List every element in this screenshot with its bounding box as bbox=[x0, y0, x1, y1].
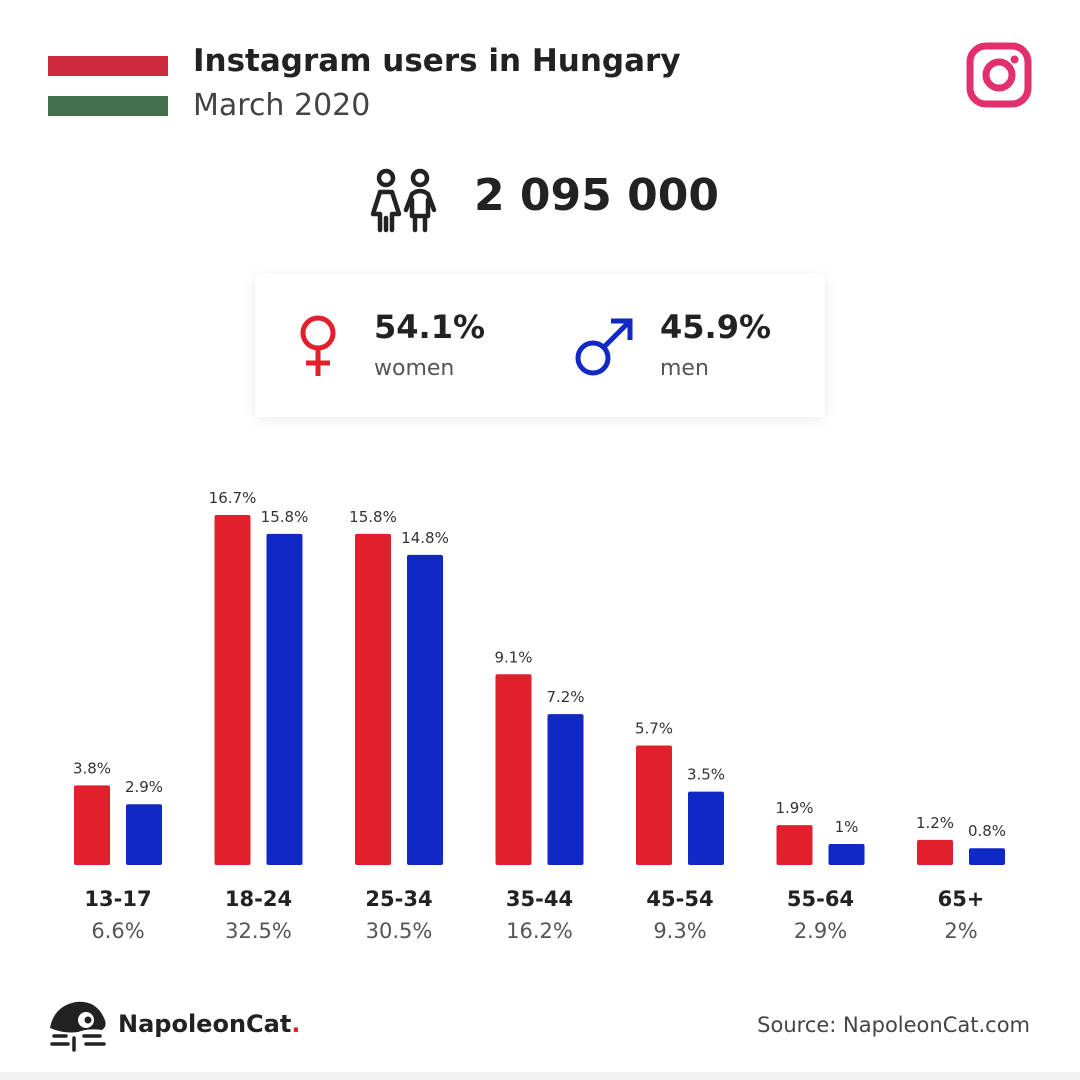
age-group-total: 16.2% bbox=[506, 919, 573, 943]
flag-stripe-red bbox=[48, 56, 168, 76]
bar-value-label: 3.8% bbox=[73, 759, 111, 777]
age-group-label: 25-34 bbox=[365, 887, 432, 911]
bar-18-24-series-1 bbox=[266, 533, 303, 865]
men-percent: 45.9% bbox=[660, 308, 772, 346]
bar-35-44-series-0 bbox=[495, 674, 532, 865]
brand-dot: . bbox=[291, 1010, 301, 1038]
bar-13-17-series-1 bbox=[126, 804, 162, 865]
bar-value-label: 1% bbox=[835, 818, 859, 836]
male-symbol-icon bbox=[575, 318, 633, 376]
bar-13-17-series-0 bbox=[74, 785, 110, 865]
total-users-value: 2 095 000 bbox=[474, 170, 719, 221]
age-group-total: 2.9% bbox=[794, 919, 847, 943]
bar-18-24-series-0 bbox=[214, 515, 251, 865]
source-text: Source: NapoleonCat.com bbox=[757, 1013, 1030, 1037]
age-group-label: 65+ bbox=[938, 887, 985, 911]
bar-45-54-series-0 bbox=[636, 745, 672, 865]
bar-25-34-series-0 bbox=[355, 533, 391, 865]
women-label: women bbox=[374, 356, 455, 381]
bar-value-label: 0.8% bbox=[968, 822, 1006, 840]
age-group-label: 55-64 bbox=[787, 887, 854, 911]
bar-25-34-series-1 bbox=[407, 554, 443, 865]
female-symbol-icon bbox=[300, 315, 336, 376]
bar-value-label: 3.5% bbox=[687, 766, 725, 784]
bar-value-label: 2.9% bbox=[125, 778, 163, 796]
women-percent: 54.1% bbox=[374, 308, 486, 346]
age-group-label: 18-24 bbox=[225, 887, 292, 911]
users-icon bbox=[370, 168, 437, 233]
age-group-label: 35-44 bbox=[506, 887, 573, 911]
age-group-total: 30.5% bbox=[366, 919, 433, 943]
brand-name: NapoleonCat. bbox=[118, 1010, 300, 1038]
bar-value-label: 15.8% bbox=[261, 508, 309, 526]
men-label: men bbox=[660, 356, 709, 381]
age-gender-bar-chart: 3.8%2.9%13-176.6%16.7%15.8%18-2432.5%15.… bbox=[73, 489, 1006, 943]
bar-value-label: 1.9% bbox=[775, 799, 813, 817]
napoleoncat-logo-icon bbox=[50, 1001, 106, 1052]
age-group-total: 32.5% bbox=[225, 919, 292, 943]
age-group-label: 13-17 bbox=[84, 887, 151, 911]
bar-value-label: 9.1% bbox=[494, 648, 532, 666]
bar-55-64-series-1 bbox=[828, 844, 865, 865]
page-title: Instagram users in Hungary bbox=[193, 43, 681, 79]
age-group-total: 2% bbox=[944, 919, 977, 943]
brand-text: NapoleonCat bbox=[118, 1010, 292, 1038]
age-group-total: 9.3% bbox=[653, 919, 706, 943]
bar-65+-series-1 bbox=[969, 848, 1005, 865]
flag-stripe-green bbox=[48, 96, 168, 116]
bar-value-label: 15.8% bbox=[349, 508, 397, 526]
age-group-label: 45-54 bbox=[646, 887, 713, 911]
bar-value-label: 1.2% bbox=[916, 814, 954, 832]
bar-35-44-series-1 bbox=[547, 714, 584, 865]
bar-value-label: 16.7% bbox=[209, 489, 257, 507]
bar-value-label: 14.8% bbox=[401, 529, 449, 547]
bar-value-label: 5.7% bbox=[635, 720, 673, 738]
bottom-strip bbox=[0, 1072, 1080, 1080]
age-group-total: 6.6% bbox=[91, 919, 144, 943]
bar-value-label: 7.2% bbox=[546, 688, 584, 706]
bar-55-64-series-0 bbox=[776, 825, 813, 865]
gender-split-card: 54.1% women 45.9% men bbox=[255, 274, 825, 417]
bar-65+-series-0 bbox=[917, 839, 953, 865]
instagram-icon bbox=[966, 42, 1032, 108]
page-subtitle: March 2020 bbox=[193, 88, 371, 123]
bar-45-54-series-1 bbox=[688, 791, 724, 865]
